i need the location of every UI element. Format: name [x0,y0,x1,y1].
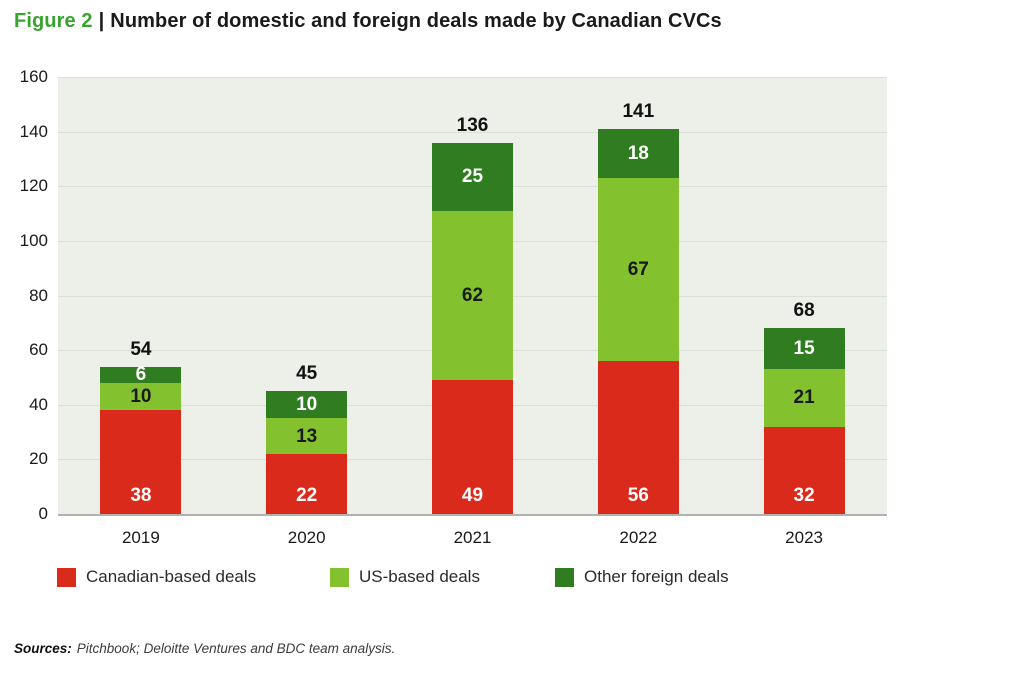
x-tick-label-2023: 2023 [785,528,823,547]
figure-label: Figure 2 [14,10,93,32]
legend-swatch-other [555,567,574,587]
legend-item-canadian: Canadian-based deals [57,567,256,587]
segment-2023-other-foreign-deals: 15 [763,328,845,370]
legend-item-other: Other foreign deals [555,567,729,587]
total-label-2019: 54 [130,338,152,360]
segment-2022-canadian-based-deals: 56 [597,361,679,514]
legend-swatch-canadian [57,567,76,587]
segment-2021-canadian-based-deals: 49 [432,380,513,514]
segment-2022-us-based-deals: 67 [597,178,679,362]
sources-note: Sources: Pitchbook; Deloitte Ventures and… [14,641,395,656]
y-tick-label-60: 60 [29,340,48,360]
stacked-bar-2023: 68 15 21 32 [763,300,845,514]
segment-2019-other-foreign-deals: 6 [100,365,182,384]
stacked-bar-2021: 136 25 62 49 [432,115,513,514]
segment-2021-other-foreign-deals: 25 [432,142,513,211]
title-text: Number of domestic and foreign deals mad… [110,10,722,32]
stacked-bar-2019: 54 6 10 38 [100,339,182,514]
y-tick-label-160: 160 [19,67,48,86]
page-title: Figure 2 | Number of domestic and foreign … [14,10,722,33]
segment-2020-us-based-deals: 13 [266,418,348,454]
x-tick-label-2021: 2021 [453,528,492,547]
total-label-2023: 68 [793,300,815,322]
segment-2021-us-based-deals: 62 [432,210,513,381]
gridline-y160 [58,77,887,78]
x-tick-label-2020: 2020 [287,528,326,547]
segment-2023-us-based-deals: 21 [763,369,845,427]
gridline-y140 [58,131,887,133]
stacked-bar-2022: 141 18 67 56 [597,101,679,514]
segment-2022-other-foreign-deals: 18 [597,128,679,179]
segment-2023-canadian-based-deals: 32 [763,426,845,514]
title-separator: | [98,10,105,32]
y-tick-label-80: 80 [29,285,48,305]
y-tick-label-140: 140 [19,121,48,141]
legend-label-canadian: Canadian-based deals [86,567,257,586]
y-tick-label-0: 0 [38,504,48,523]
stacked-bar-2020: 45 10 13 22 [266,363,348,514]
segment-2020-canadian-based-deals: 22 [266,453,348,514]
x-tick-label-2019: 2019 [121,528,160,547]
total-label-2020: 45 [296,363,318,385]
legend-label-us: US-based deals [359,567,480,586]
plot-area: 54 6 10 38 45 10 13 22 136 25 62 49 141 18 67 56 68 15 21 3… [58,77,887,516]
legend-swatch-us [330,567,349,587]
segment-2020-other-foreign-deals: 10 [266,391,348,419]
total-label-2021: 136 [456,114,489,136]
sources-text: Pitchbook; Deloitte Ventures and BDC tea… [76,641,396,656]
y-tick-label-20: 20 [29,449,48,469]
x-tick-label-2022: 2022 [619,528,658,547]
legend-label-other: Other foreign deals [584,567,729,586]
segment-2019-us-based-deals: 10 [100,382,182,411]
y-tick-label-40: 40 [29,394,48,414]
segment-2019-canadian-based-deals: 38 [100,410,182,514]
legend-item-us: US-based deals [330,567,480,587]
total-label-2022: 141 [622,100,655,122]
y-tick-label-120: 120 [19,176,48,196]
sources-label: Sources: [14,641,72,656]
y-tick-label-100: 100 [19,230,48,250]
